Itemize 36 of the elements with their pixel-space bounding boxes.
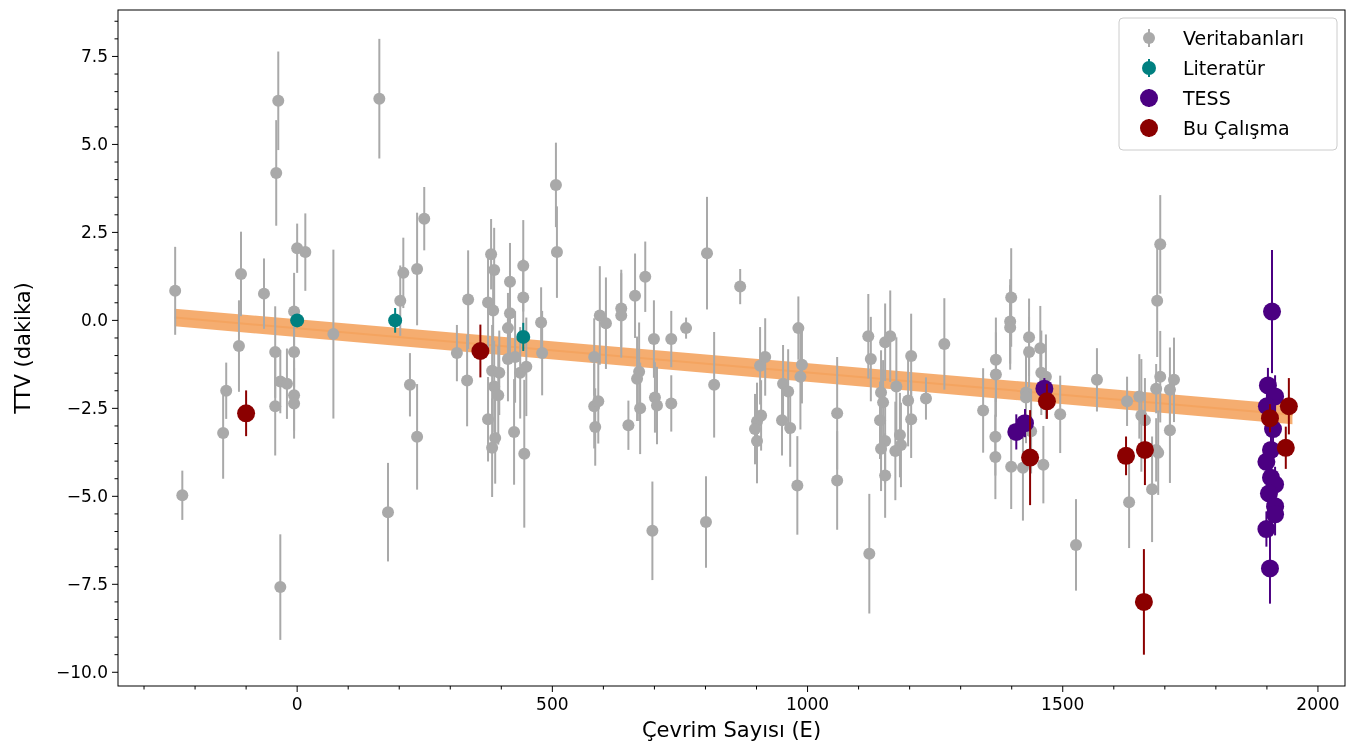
point: [1134, 592, 1153, 611]
point: [1276, 438, 1295, 457]
y-tick-label: −2.5: [66, 398, 108, 419]
x-tick-label: 500: [536, 694, 569, 714]
point: [388, 313, 403, 328]
point: [471, 342, 490, 360]
x-tick-label: 0: [291, 694, 303, 714]
point: [1257, 452, 1276, 471]
x-tick-label: 1000: [785, 694, 830, 714]
x-tick-label: 1500: [1041, 694, 1085, 714]
x-axis-title: Çevrim Sayısı (E): [641, 718, 822, 742]
y-tick-label: 2.5: [80, 222, 108, 243]
legend-label: Literatür: [1183, 56, 1265, 79]
y-tick-label: 0.0: [80, 310, 108, 331]
point: [516, 329, 531, 344]
point: [1257, 520, 1276, 539]
point: [1260, 409, 1279, 428]
legend-label: Bu Çalışma: [1183, 116, 1290, 139]
legend-label: TESS: [1182, 86, 1231, 109]
point: [1279, 397, 1298, 416]
legend-label: Veritabanları: [1183, 26, 1305, 49]
y-tick-label: −5.0: [66, 486, 108, 507]
point: [290, 313, 305, 328]
point: [1263, 302, 1282, 321]
y-tick-label: −7.5: [66, 574, 108, 595]
point: [1135, 440, 1154, 459]
y-tick-label: 5.0: [80, 134, 108, 155]
point: [1260, 559, 1279, 578]
point: [1117, 446, 1136, 465]
point: [1021, 448, 1040, 467]
x-tick-label: 2000: [1296, 694, 1340, 714]
y-tick-label: −10.0: [55, 662, 108, 683]
point: [237, 404, 256, 423]
y-axis-title: TTV (dakika): [11, 282, 35, 415]
y-tick-label: 7.5: [80, 46, 108, 67]
point: [1037, 392, 1056, 411]
